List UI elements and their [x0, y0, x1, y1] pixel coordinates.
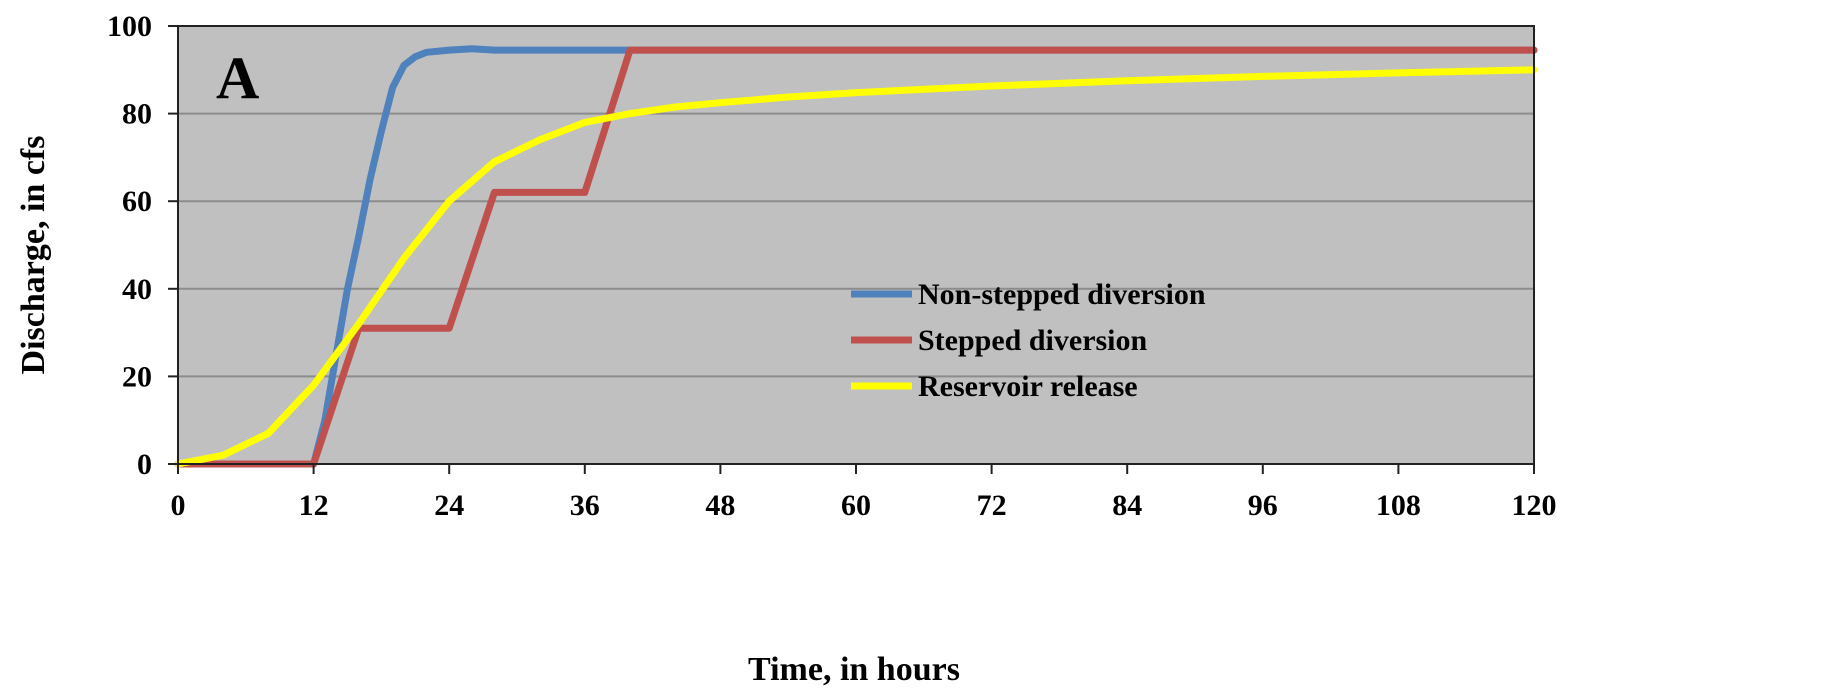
legend-label-2: Reservoir release — [918, 370, 1138, 403]
y-tick-label-0: 0 — [137, 448, 152, 481]
x-tick-label-12: 12 — [299, 489, 329, 522]
x-axis-title: Time, in hours — [748, 651, 960, 688]
x-tick-label-96: 96 — [1248, 489, 1278, 522]
legend-label-1: Stepped diversion — [918, 324, 1148, 357]
series-line-2 — [174, 66, 1538, 468]
x-axis-ticks: 0 12 24 36 48 60 72 84 96 108 120 — [171, 464, 1557, 522]
y-tick-label-60: 60 — [122, 185, 152, 218]
x-tick-label-108: 108 — [1376, 489, 1421, 522]
series-line-1 — [174, 46, 1538, 468]
x-tick-label-36: 36 — [570, 489, 600, 522]
y-axis-ticks: 0 20 40 60 80 100 — [107, 10, 178, 481]
legend-label-0: Non-stepped diversion — [918, 278, 1206, 311]
legend: Non-stepped diversion Stepped diversion Re… — [851, 278, 1206, 403]
x-tick-label-24: 24 — [434, 489, 464, 522]
x-tick-label-84: 84 — [1112, 489, 1142, 522]
x-tick-label-72: 72 — [977, 489, 1007, 522]
y-axis-title: Discharge, in cfs — [15, 136, 52, 375]
y-tick-label-40: 40 — [122, 273, 152, 306]
series-layer — [174, 45, 1538, 468]
y-tick-label-80: 80 — [122, 98, 152, 131]
gridlines — [178, 25, 1534, 378]
series-line-0 — [174, 45, 1538, 468]
panel-label: A — [216, 45, 259, 111]
y-tick-label-100: 100 — [107, 10, 152, 43]
plot-area — [178, 26, 1534, 464]
x-tick-label-120: 120 — [1512, 489, 1557, 522]
x-tick-label-60: 60 — [841, 489, 871, 522]
y-tick-label-20: 20 — [122, 360, 152, 393]
x-tick-label-48: 48 — [705, 489, 735, 522]
x-tick-label-0: 0 — [171, 489, 186, 522]
